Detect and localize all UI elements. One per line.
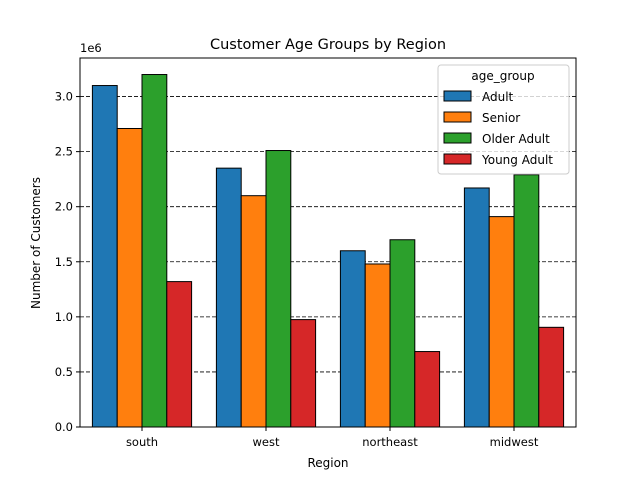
legend-label: Young Adult xyxy=(481,153,553,167)
y-axis-multiplier: 1e6 xyxy=(80,41,102,55)
y-tick-label: 1.0 xyxy=(55,310,73,324)
legend-title: age_group xyxy=(471,69,534,83)
y-axis-ticks: 0.0 0.5 1.0 1.5 2.0 2.5 3.0 xyxy=(55,90,80,434)
legend-label: Senior xyxy=(482,111,520,125)
legend-swatch xyxy=(443,90,472,102)
x-tick-label: midwest xyxy=(490,435,539,449)
bar xyxy=(166,281,193,428)
y-tick-label: 1.5 xyxy=(55,255,73,269)
plot-frame xyxy=(79,57,577,428)
x-tick-label: northeast xyxy=(362,435,418,449)
bars xyxy=(91,74,565,428)
bar xyxy=(339,250,366,428)
bar xyxy=(240,195,267,428)
x-axis-label: Region xyxy=(307,456,348,470)
bar xyxy=(364,263,391,428)
chart-title: Customer Age Groups by Region xyxy=(210,37,446,53)
legend-label: Older Adult xyxy=(482,132,550,146)
legend-swatch xyxy=(443,111,472,123)
x-tick-label: south xyxy=(126,435,158,449)
bar xyxy=(414,351,441,428)
legend-label: Adult xyxy=(482,90,514,104)
y-tick-label: 3.0 xyxy=(55,90,73,104)
legend-swatch xyxy=(443,153,472,165)
y-tick-label: 0.5 xyxy=(55,365,73,379)
bar xyxy=(513,174,540,428)
y-tick-label: 2.0 xyxy=(55,200,73,214)
y-tick-label: 2.5 xyxy=(55,145,73,159)
y-tick-label: 0.0 xyxy=(55,420,73,434)
bar xyxy=(290,319,317,428)
x-axis-ticks: south west northeast midwest xyxy=(126,427,539,449)
bar xyxy=(141,74,168,428)
bar xyxy=(116,127,143,428)
legend: age_group Adult Senior Older Adult Young Ad… xyxy=(437,64,570,175)
bar xyxy=(538,326,565,428)
bar xyxy=(463,187,490,428)
bar xyxy=(389,239,416,428)
y-axis-label: Number of Customers xyxy=(29,177,43,309)
bar xyxy=(488,216,515,428)
bar xyxy=(265,150,292,428)
legend-swatch xyxy=(443,132,472,144)
x-tick-label: west xyxy=(253,435,280,449)
bar xyxy=(91,85,118,428)
bar xyxy=(215,167,242,428)
